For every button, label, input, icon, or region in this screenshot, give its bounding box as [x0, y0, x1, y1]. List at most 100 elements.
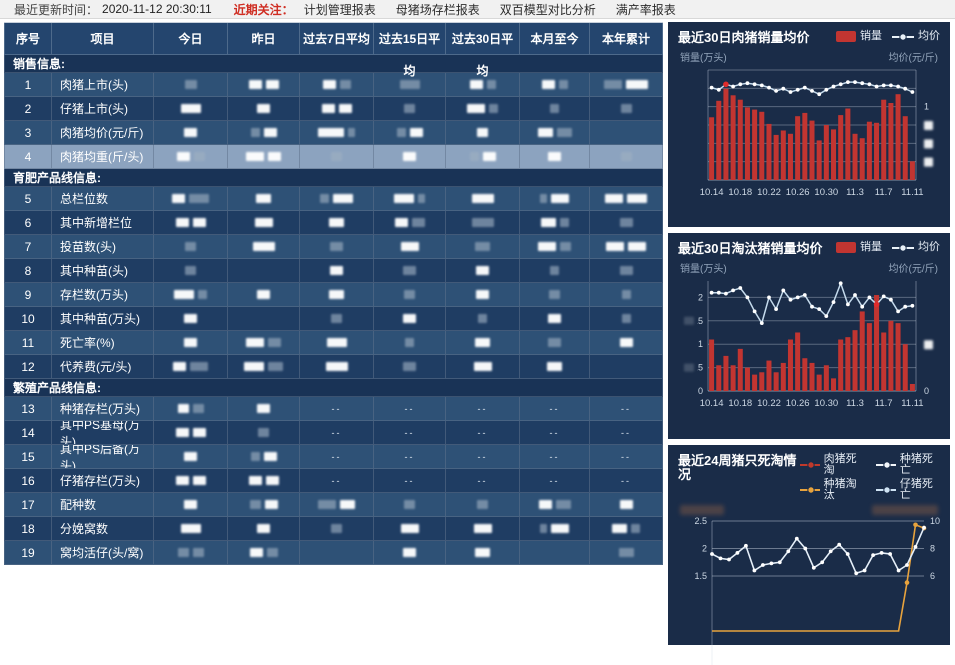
value-redacted — [520, 97, 590, 121]
legend-item[interactable]: 均价 — [892, 31, 940, 42]
recent-focus-label: 近期关注： — [233, 2, 294, 17]
redacted-block — [469, 80, 483, 89]
chart-legend: 销量 均价 — [836, 31, 940, 42]
row-label: 代养费(元/头) — [52, 355, 154, 379]
redacted-block — [268, 338, 281, 347]
table-row[interactable]: 6 其中新增栏位 — [4, 211, 663, 235]
light-line-series — [710, 525, 926, 576]
y-axis-left-label: 销量(万头) — [680, 53, 727, 64]
redacted-block — [318, 500, 336, 509]
row-index: 16 — [4, 469, 52, 493]
legend-item[interactable]: 销量 — [836, 242, 882, 253]
table-row[interactable]: 8 其中种苗(头) — [4, 259, 663, 283]
value-redacted — [446, 283, 520, 307]
value-dash: -- — [300, 421, 374, 445]
table-row[interactable]: 17 配种数 — [4, 493, 663, 517]
table-row[interactable]: 19 窝均活仔(头/窝) — [4, 541, 663, 565]
redacted-block — [339, 80, 351, 89]
row-label: 窝均活仔(头/窝) — [52, 541, 154, 565]
legend-label: 种猪淘汰 — [823, 478, 857, 501]
redacted-block — [475, 338, 490, 347]
table-row[interactable]: 14 其中PS基母(万头) -- -- -- -- -- — [4, 421, 663, 445]
topbar-link[interactable]: 计划管理报表 — [303, 2, 376, 17]
redacted-block — [250, 452, 260, 461]
redacted-block — [331, 314, 342, 323]
redacted-block — [263, 452, 277, 461]
redacted-block — [172, 194, 185, 203]
redacted-block — [175, 218, 189, 227]
redacted-block — [340, 500, 355, 509]
topbar-link[interactable]: 满产率报表 — [615, 2, 676, 17]
table-row[interactable]: 12 代养费(元/头) — [4, 355, 663, 379]
legend-item[interactable]: 种猪淘汰 — [799, 478, 864, 501]
redacted-block — [540, 218, 556, 227]
table-row[interactable]: 10 其中种苗(万头) — [4, 307, 663, 331]
redacted-block — [471, 194, 494, 203]
legend-line-swatch — [875, 461, 896, 469]
y-axis-right-label: 均价(元/斤) — [888, 264, 938, 275]
redacted-block — [192, 548, 204, 557]
redacted-block — [541, 80, 555, 89]
redacted-block — [400, 524, 419, 533]
legend-item[interactable]: 肉猪死淘 — [799, 454, 864, 476]
value-redacted — [228, 355, 300, 379]
table-row[interactable]: 7 投苗数(头) — [4, 235, 663, 259]
table-row[interactable]: 15 其中PS后备(万头) -- -- -- -- -- — [4, 445, 663, 469]
topbar-link[interactable]: 双百模型对比分析 — [499, 2, 596, 17]
table-row[interactable]: 1 肉猪上市(头) — [4, 73, 663, 97]
row-index: 11 — [4, 331, 52, 355]
row-label: 仔猪上市(头) — [52, 97, 154, 121]
value-dash: -- — [374, 445, 446, 469]
redacted-block — [185, 266, 196, 275]
redacted-block — [246, 338, 264, 347]
redacted-block — [184, 128, 197, 137]
redacted-block — [249, 500, 261, 509]
redacted-block — [621, 314, 631, 323]
topbar-link[interactable]: 母猪场存栏报表 — [395, 2, 480, 17]
table-row[interactable]: 4 肉猪均重(斤/头) — [4, 145, 663, 169]
chart-legend: 肉猪死淘 种猪死亡 种猪淘汰 仔猪死亡 — [799, 454, 940, 501]
svg-text:11.3: 11.3 — [846, 398, 864, 409]
redacted-block — [184, 452, 197, 461]
table-row[interactable]: 11 死亡率(%) — [4, 331, 663, 355]
redacted-block — [333, 194, 353, 203]
svg-text:10: 10 — [930, 516, 940, 526]
redacted-block — [604, 80, 622, 89]
table-row[interactable]: 16 仔猪存栏(万头) -- -- -- -- -- — [4, 469, 663, 493]
table-row[interactable]: 2 仔猪上市(头) — [4, 97, 663, 121]
redacted-block — [467, 104, 485, 113]
legend-item[interactable]: 销量 — [836, 31, 882, 42]
value-redacted — [300, 187, 374, 211]
value-redacted — [154, 493, 228, 517]
redacted-block — [330, 266, 343, 275]
value-redacted — [154, 97, 228, 121]
value-redacted — [228, 145, 300, 169]
value-redacted — [228, 421, 300, 445]
value-redacted — [520, 355, 590, 379]
value-redacted — [228, 121, 300, 145]
redacted-block — [249, 548, 263, 557]
table-row[interactable]: 13 种猪存栏(万头) -- -- -- -- -- — [4, 397, 663, 421]
svg-text:11.3: 11.3 — [846, 187, 864, 198]
row-label: 其中PS基母(万头) — [52, 421, 154, 445]
legend-label: 均价 — [918, 30, 940, 42]
row-index: 1 — [4, 73, 52, 97]
redacted-block — [189, 194, 209, 203]
legend-item[interactable]: 均价 — [892, 242, 940, 253]
value-redacted — [590, 259, 663, 283]
report-links: 计划管理报表 母猪场存栏报表 双百模型对比分析 满产率报表 — [304, 1, 676, 18]
value-redacted — [590, 541, 663, 565]
bar-line-chart-canvas: 1 10.14 10.18 10.22 10.26 10.30 11.3 11.7 11.11 — [700, 69, 933, 198]
redacted-block — [538, 500, 552, 509]
table-row[interactable]: 5 总栏位数 — [4, 187, 663, 211]
redacted-block — [612, 524, 627, 533]
legend-item[interactable]: 种猪死亡 — [875, 454, 940, 476]
table-row[interactable]: 9 存栏数(万头) — [4, 283, 663, 307]
value-redacted — [154, 469, 228, 493]
value-redacted — [374, 73, 446, 97]
table-row[interactable]: 18 分娩窝数 — [4, 517, 663, 541]
table-row[interactable]: 3 肉猪均价(元/斤) — [4, 121, 663, 145]
legend-item[interactable]: 仔猪死亡 — [875, 479, 940, 501]
value-redacted — [590, 121, 663, 145]
redacted-block — [627, 194, 647, 203]
